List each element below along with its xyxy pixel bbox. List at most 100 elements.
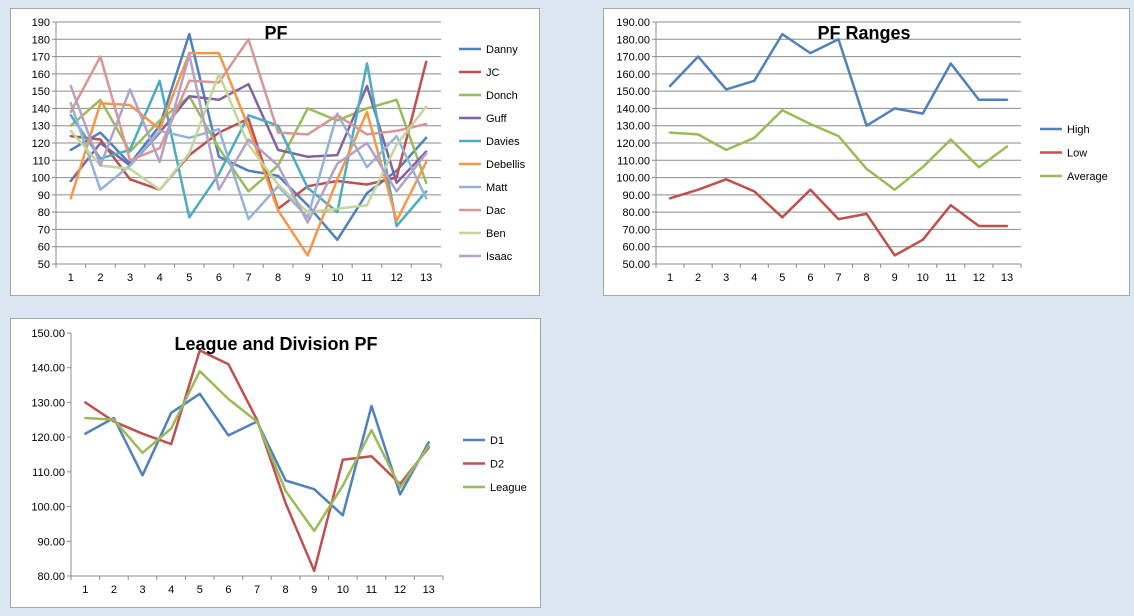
- series-line-league: [84, 369, 430, 533]
- y-tick-label: 120.00: [616, 138, 650, 150]
- pf-ranges-chart-panel: 50.00 60.00 70.00 80.00 90.00 100.00 110.00 120…: [603, 8, 1130, 296]
- y-tick-label: 190.00: [616, 17, 650, 29]
- y-tick-label: 110.00: [32, 467, 65, 479]
- y-tick-label: 70.00: [622, 224, 650, 236]
- x-tick-label: 4: [168, 584, 174, 596]
- x-tick-label: 1: [667, 272, 673, 284]
- legend-label: Ben: [486, 228, 506, 240]
- y-tick-label: 170.00: [616, 52, 650, 64]
- x-tick-label: 8: [283, 584, 289, 596]
- x-tick-label: 6: [807, 272, 813, 284]
- x-tick-label: 13: [1001, 272, 1013, 284]
- y-tick-label: 100.00: [31, 502, 65, 514]
- series-line-davies: [69, 62, 428, 228]
- x-tick-label: 4: [751, 272, 757, 284]
- y-tick-label: 60: [38, 242, 50, 254]
- x-tick-label: 11: [361, 272, 372, 284]
- series-line-isaac: [69, 53, 428, 224]
- x-tick-label: 10: [917, 272, 929, 284]
- y-tick-label: 80.00: [622, 207, 650, 219]
- x-tick-label: 5: [186, 272, 192, 284]
- y-tick-label: 70: [38, 224, 50, 236]
- pf-chart-panel: 50 60 70 80 90 100 110 120 130 140 150 160 170 180 190…: [10, 8, 540, 296]
- series-line-d1: [84, 392, 430, 517]
- y-tick-label: 180.00: [616, 34, 650, 46]
- x-tick-label: 3: [139, 584, 145, 596]
- x-tick-label: 10: [337, 584, 349, 596]
- x-tick-label: 7: [835, 272, 841, 284]
- x-tick-label: 2: [695, 272, 701, 284]
- y-tick-label: 130.00: [31, 397, 65, 409]
- legend-label: Matt: [486, 182, 507, 194]
- y-tick-label: 130: [32, 121, 50, 133]
- y-tick-label: 160: [32, 69, 50, 81]
- series-line-debellis: [69, 51, 428, 257]
- x-tick-label: 12: [973, 272, 985, 284]
- series-line-donch: [69, 95, 428, 193]
- x-tick-label: 9: [305, 272, 311, 284]
- x-tick-label: 3: [723, 272, 729, 284]
- x-tick-label: 3: [127, 272, 133, 284]
- y-tick-label: 150: [32, 86, 50, 98]
- x-tick-label: 12: [394, 584, 406, 596]
- y-tick-label: 110.00: [617, 155, 650, 167]
- y-tick-label: 180: [32, 34, 50, 46]
- series-line-matt: [69, 101, 428, 221]
- series-line-d2: [84, 349, 430, 573]
- x-tick-label: 11: [945, 272, 956, 284]
- legend-label: Guff: [486, 113, 508, 125]
- legend-label: Danny: [486, 44, 518, 56]
- y-tick-label: 120.00: [31, 432, 65, 444]
- y-tick-label: 100: [32, 173, 50, 185]
- y-tick-label: 90.00: [37, 536, 65, 548]
- x-tick-label: 9: [311, 584, 317, 596]
- legend-label: Dac: [486, 205, 506, 217]
- y-tick-label: 140.00: [31, 363, 65, 375]
- series-line-high: [668, 32, 1009, 127]
- x-tick-label: 11: [366, 584, 377, 596]
- pf-chart: 5060708090100110120130140150160170180190…: [32, 17, 526, 284]
- y-tick-label: 90: [38, 190, 50, 202]
- y-tick-label: 50: [38, 259, 50, 271]
- league-division-pf-chart: 80.00 90.00 100.00 110.00 120.00 130.00 140.00…: [31, 328, 527, 596]
- legend-label: Isaac: [486, 251, 513, 263]
- y-tick-label: 130.00: [616, 121, 650, 133]
- x-tick-label: 13: [423, 584, 435, 596]
- legend-label: JC: [486, 67, 500, 79]
- chart-title: PF: [264, 23, 287, 43]
- x-tick-label: 1: [68, 272, 74, 284]
- legend-label: League: [490, 482, 527, 494]
- y-tick-label: 60.00: [622, 242, 650, 254]
- legend-label: Davies: [486, 136, 520, 148]
- series-line-jc: [69, 60, 428, 210]
- x-tick-label: 12: [390, 272, 402, 284]
- legend-label: D2: [490, 459, 504, 471]
- x-tick-label: 6: [225, 584, 231, 596]
- y-tick-label: 100.00: [616, 173, 650, 185]
- series-line-ben: [69, 72, 428, 214]
- league-division-pf-chart-panel: 80.00 90.00 100.00 110.00 120.00 130.00 140.00…: [10, 318, 541, 608]
- y-tick-label: 190: [32, 17, 50, 29]
- y-tick-label: 170: [32, 52, 50, 64]
- chart-title: PF Ranges: [817, 23, 910, 43]
- x-tick-label: 10: [331, 272, 343, 284]
- y-tick-label: 150.00: [31, 328, 65, 340]
- x-tick-label: 1: [82, 584, 88, 596]
- x-tick-label: 8: [275, 272, 281, 284]
- legend-label: High: [1067, 124, 1090, 136]
- legend-label: Average: [1067, 171, 1108, 183]
- series-line-average: [668, 108, 1009, 191]
- series-line-dac: [69, 38, 428, 162]
- pf-ranges-chart: 50.00 60.00 70.00 80.00 90.00 100.00 110.00 120…: [616, 17, 1108, 284]
- x-tick-label: 7: [245, 272, 251, 284]
- y-tick-label: 90.00: [622, 190, 650, 202]
- y-tick-label: 80.00: [37, 571, 65, 583]
- legend-label: Donch: [486, 90, 518, 102]
- y-tick-label: 80: [38, 207, 50, 219]
- x-tick-label: 4: [157, 272, 163, 284]
- y-tick-label: 160.00: [616, 69, 650, 81]
- y-tick-label: 150.00: [616, 86, 650, 98]
- y-tick-label: 140: [32, 103, 50, 115]
- x-tick-label: 5: [779, 272, 785, 284]
- legend-label: Low: [1067, 148, 1087, 160]
